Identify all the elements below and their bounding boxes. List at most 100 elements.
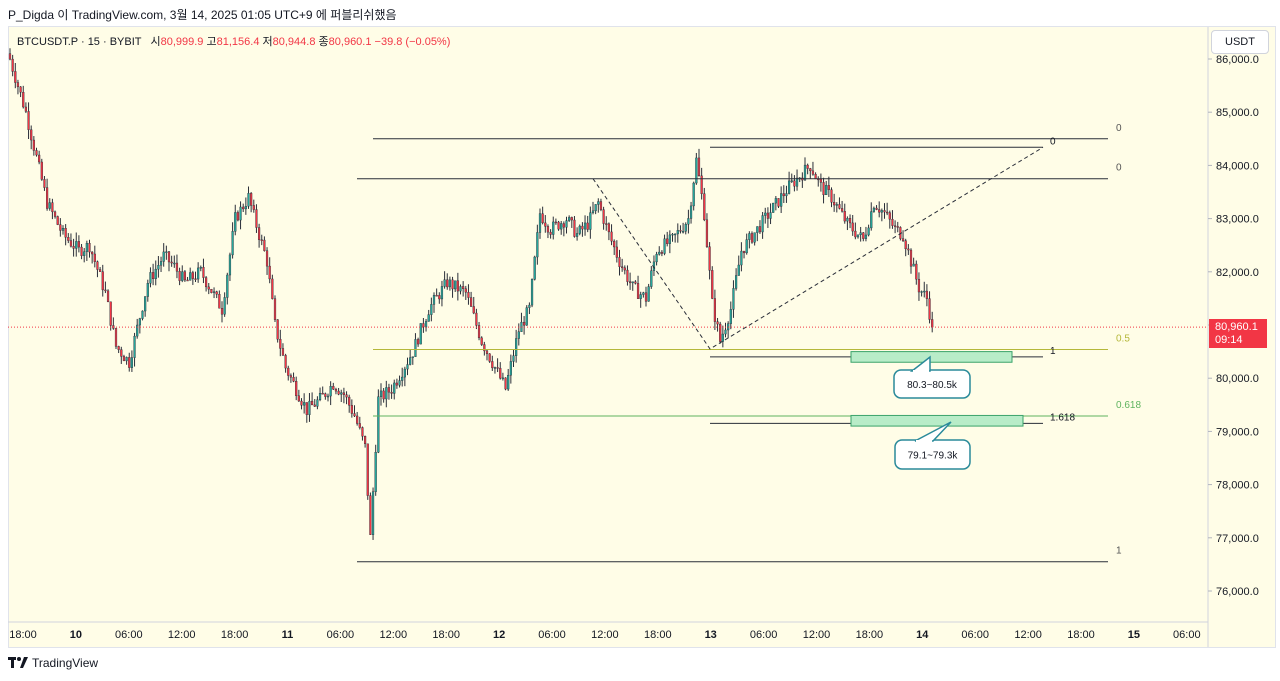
time-tick-label: 15 bbox=[1128, 629, 1140, 641]
candle bbox=[255, 204, 258, 233]
candle bbox=[194, 271, 197, 282]
candle-body bbox=[756, 226, 759, 233]
candle bbox=[549, 229, 552, 239]
candle bbox=[191, 270, 194, 285]
currency-button[interactable]: USDT bbox=[1211, 30, 1269, 54]
candle-body bbox=[51, 202, 54, 213]
top-bar: P_Digda 이 TradingView.com, 3월 14, 2025 0… bbox=[0, 0, 1280, 26]
chart-frame[interactable] bbox=[8, 26, 1276, 648]
candle-body bbox=[552, 221, 555, 235]
candle-body bbox=[59, 224, 62, 231]
candle bbox=[356, 411, 359, 426]
candle-body bbox=[409, 357, 412, 365]
candle-body bbox=[167, 251, 171, 263]
candle-body bbox=[313, 404, 316, 407]
candle-body bbox=[684, 224, 687, 232]
candle-body bbox=[69, 240, 73, 247]
projection-path bbox=[592, 146, 1044, 350]
candle bbox=[22, 85, 25, 109]
candle bbox=[297, 389, 300, 402]
candle bbox=[149, 267, 152, 288]
candle bbox=[515, 329, 518, 363]
tradingview-logo[interactable]: TradingView bbox=[8, 656, 98, 670]
candle-body bbox=[88, 243, 91, 253]
candle bbox=[440, 280, 444, 307]
candle bbox=[8, 48, 12, 61]
candle bbox=[43, 176, 46, 191]
candle bbox=[178, 267, 181, 286]
candle-body bbox=[151, 272, 155, 280]
candle bbox=[128, 352, 131, 372]
candle-body bbox=[432, 295, 436, 305]
candle bbox=[560, 220, 563, 235]
candle-body bbox=[803, 164, 807, 181]
candle bbox=[851, 214, 854, 236]
candle bbox=[88, 239, 91, 258]
candle-body bbox=[120, 349, 123, 357]
candle bbox=[250, 192, 253, 213]
candle-body bbox=[896, 226, 899, 228]
candle bbox=[748, 231, 751, 249]
candle bbox=[326, 393, 330, 402]
time-tick-label: 18:00 bbox=[432, 629, 460, 641]
candles bbox=[8, 48, 934, 540]
candle bbox=[658, 246, 661, 256]
candle-body bbox=[244, 206, 247, 210]
candle-body bbox=[907, 248, 910, 251]
candle-body bbox=[721, 333, 724, 342]
candle bbox=[504, 377, 507, 391]
candle-body bbox=[189, 272, 192, 281]
candle bbox=[448, 276, 451, 291]
candle bbox=[181, 265, 184, 283]
candle bbox=[607, 222, 610, 241]
candle-body bbox=[24, 106, 27, 112]
candle-body bbox=[912, 263, 915, 267]
candle bbox=[507, 368, 510, 391]
candle bbox=[122, 354, 126, 362]
candle bbox=[403, 366, 406, 387]
candle-body bbox=[851, 222, 854, 232]
candle bbox=[605, 216, 608, 231]
candle-body bbox=[382, 390, 385, 400]
candle bbox=[462, 281, 465, 297]
candle bbox=[165, 245, 168, 260]
candle-body bbox=[565, 220, 568, 228]
candle bbox=[183, 270, 186, 282]
candle-body bbox=[231, 231, 234, 256]
candle-body bbox=[711, 270, 714, 299]
candle bbox=[621, 258, 624, 272]
candle-body bbox=[109, 301, 112, 326]
candle bbox=[197, 262, 200, 283]
candle bbox=[928, 291, 931, 324]
candle bbox=[414, 333, 417, 357]
candle bbox=[642, 291, 645, 298]
candle-body bbox=[210, 289, 213, 293]
candle-body bbox=[692, 182, 695, 207]
candle bbox=[920, 290, 923, 297]
candle-body bbox=[279, 338, 282, 349]
candle bbox=[626, 265, 629, 286]
candle bbox=[268, 257, 271, 284]
candle bbox=[379, 383, 383, 406]
candle bbox=[546, 224, 550, 239]
candle-body bbox=[448, 279, 451, 288]
candle bbox=[16, 79, 20, 95]
candle-body bbox=[512, 355, 515, 362]
candle-body bbox=[835, 204, 838, 206]
candle bbox=[138, 317, 141, 334]
candle-body bbox=[742, 250, 746, 254]
candle-body bbox=[517, 331, 520, 339]
zone-label: 80.3~80.5k bbox=[907, 380, 958, 391]
candle-body bbox=[925, 290, 928, 299]
candle-body bbox=[610, 231, 613, 242]
candle bbox=[735, 268, 738, 291]
candle bbox=[311, 392, 314, 406]
candle-body bbox=[830, 189, 833, 203]
time-tick-label: 12:00 bbox=[1014, 629, 1042, 641]
candle-body bbox=[157, 265, 160, 270]
candle-body bbox=[146, 283, 149, 297]
candle bbox=[679, 225, 682, 234]
candle-body bbox=[761, 215, 764, 233]
candle-body bbox=[144, 296, 147, 312]
